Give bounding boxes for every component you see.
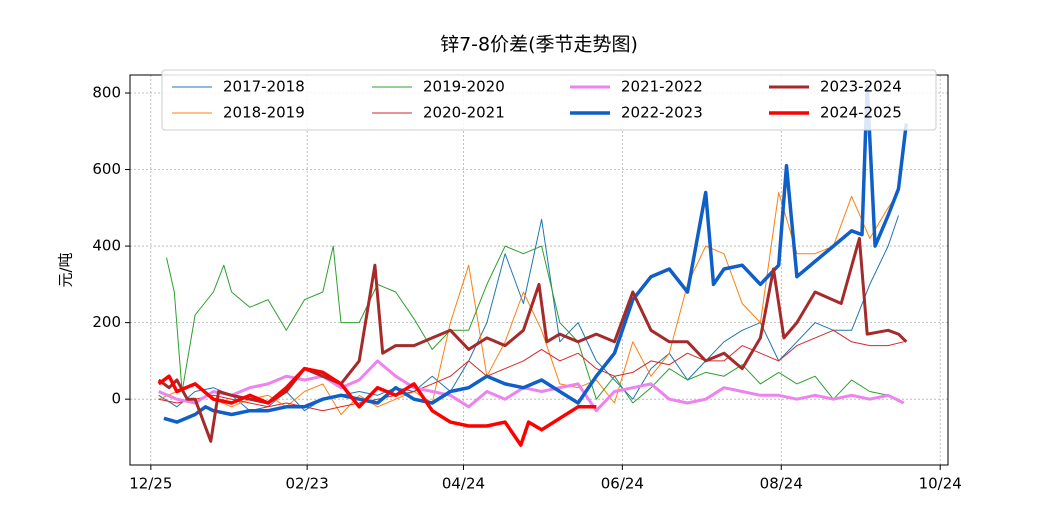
- plot-frame: [129, 74, 949, 466]
- y-tick-label: 400: [92, 237, 121, 255]
- x-tick-label: 12/25: [129, 475, 172, 493]
- legend-label: 2021-2022: [621, 78, 703, 96]
- chart-title: 锌7-8价差(季节走势图): [440, 34, 638, 56]
- legend-label: 2022-2023: [621, 104, 703, 122]
- y-tick-label: 600: [92, 160, 121, 178]
- series-line: [158, 192, 899, 415]
- series-line: [158, 329, 904, 412]
- legend-label: 2017-2018: [223, 78, 305, 96]
- x-tick-label: 04/24: [442, 475, 485, 493]
- series-line: [157, 366, 597, 447]
- x-tick-label: 08/24: [760, 475, 803, 493]
- legend-label: 2020-2021: [423, 104, 505, 122]
- y-tick-label: 0: [111, 390, 121, 408]
- x-tick-label: 06/24: [601, 475, 644, 493]
- y-axis-label: 元/吨: [57, 252, 75, 287]
- series-line: [163, 83, 909, 424]
- series-line: [157, 236, 908, 443]
- x-tick-label: 10/24: [919, 475, 962, 493]
- x-tick-label: 02/23: [286, 475, 329, 493]
- legend-label: 2023-2024: [820, 78, 902, 96]
- legend-label: 2024-2025: [820, 104, 902, 122]
- series-line: [166, 245, 899, 404]
- legend-box: [161, 69, 937, 131]
- y-tick-label: 200: [92, 313, 121, 331]
- series-line: [158, 359, 905, 413]
- legend-label: 2018-2019: [223, 104, 305, 122]
- y-tick-label: 800: [92, 83, 121, 101]
- legend-label: 2019-2020: [423, 78, 505, 96]
